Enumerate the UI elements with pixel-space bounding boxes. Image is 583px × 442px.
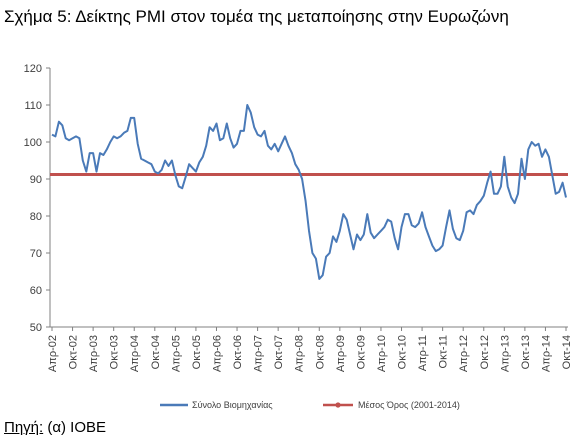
- x-tick-label: Οκτ-12: [479, 335, 491, 369]
- source-label: Πηγή:: [4, 419, 44, 436]
- x-tick-label: Οκτ-05: [191, 335, 203, 369]
- y-axis: 50 60 70 80 90 100 110 120: [24, 63, 51, 334]
- y-tick-label: 80: [30, 211, 42, 223]
- y-tick-label: 70: [30, 248, 42, 260]
- legend: Σύνολο Βιομηχανίας Μέσος Όρος (2001-2014): [160, 400, 460, 410]
- x-tick-label: Απρ-13: [499, 335, 511, 372]
- y-tick-label: 90: [30, 174, 42, 186]
- x-tick-label: Απρ-04: [129, 335, 141, 372]
- legend-marker-average: [335, 402, 341, 408]
- y-tick-label: 60: [30, 285, 42, 297]
- y-tick-label: 50: [30, 322, 42, 334]
- x-tick-label: Απρ-06: [211, 335, 223, 372]
- x-tick-label: Οκτ-03: [109, 335, 121, 369]
- x-tick-label: Απρ-08: [294, 335, 306, 372]
- x-tick-label: Απρ-15: [582, 335, 583, 372]
- x-tick-label: Απρ-12: [458, 335, 470, 372]
- x-tick-label: Οκτ-13: [520, 335, 532, 369]
- y-tick-label: 100: [24, 137, 42, 149]
- source-text: (α) IOBE: [43, 419, 107, 436]
- x-tick-label: Οκτ-06: [232, 335, 244, 369]
- series-layer: [50, 104, 568, 280]
- x-tick-label: Οκτ-09: [355, 335, 367, 369]
- x-tick-label: Οκτ-02: [68, 335, 80, 369]
- x-tick-label: Οκτ-07: [273, 335, 285, 369]
- figure-caption: Σχήμα 5: Δείκτης PMI στον τομέα της μετα…: [4, 7, 509, 26]
- x-tick-label: Οκτ-08: [314, 335, 326, 369]
- x-tick-label: Απρ-07: [253, 335, 265, 372]
- source-note: Πηγή: (α) IOBE: [4, 419, 106, 437]
- legend-label-total-industry: Σύνολο Βιομηχανίας: [192, 400, 273, 410]
- chart-svg: 50 60 70 80 90 100 110 120 Απρ-02 Οκτ-02 Απρ-03 Οκ…: [24, 63, 583, 410]
- x-tick-label: Οκτ-11: [438, 335, 450, 368]
- x-tick-label: Απρ-02: [47, 335, 59, 372]
- x-tick-label: Απρ-14: [540, 335, 552, 372]
- pmi-line-chart: 50 60 70 80 90 100 110 120 Απρ-02 Οκτ-02 Απρ-03 Οκ…: [0, 52, 583, 424]
- x-tick-label: Οκτ-04: [150, 335, 162, 369]
- x-tick-label: Οκτ-10: [397, 335, 409, 369]
- x-tick-label: Απρ-03: [88, 335, 100, 372]
- x-tick-label: Απρ-11: [417, 335, 429, 371]
- y-tick-label: 110: [24, 100, 42, 112]
- x-tick-label: Απρ-09: [335, 335, 347, 372]
- x-tick-label: Απρ-05: [170, 335, 182, 372]
- y-tick-label: 120: [24, 63, 42, 75]
- legend-label-average: Μέσος Όρος (2001-2014): [358, 400, 460, 410]
- series-line-total-industry: [51, 104, 567, 280]
- x-tick-label: Οκτ-14: [561, 335, 573, 369]
- x-axis: Απρ-02 Οκτ-02 Απρ-03 Οκτ-03 Απρ-04 Οκτ-04 Απρ-…: [47, 326, 583, 372]
- x-tick-label: Απρ-10: [376, 335, 388, 372]
